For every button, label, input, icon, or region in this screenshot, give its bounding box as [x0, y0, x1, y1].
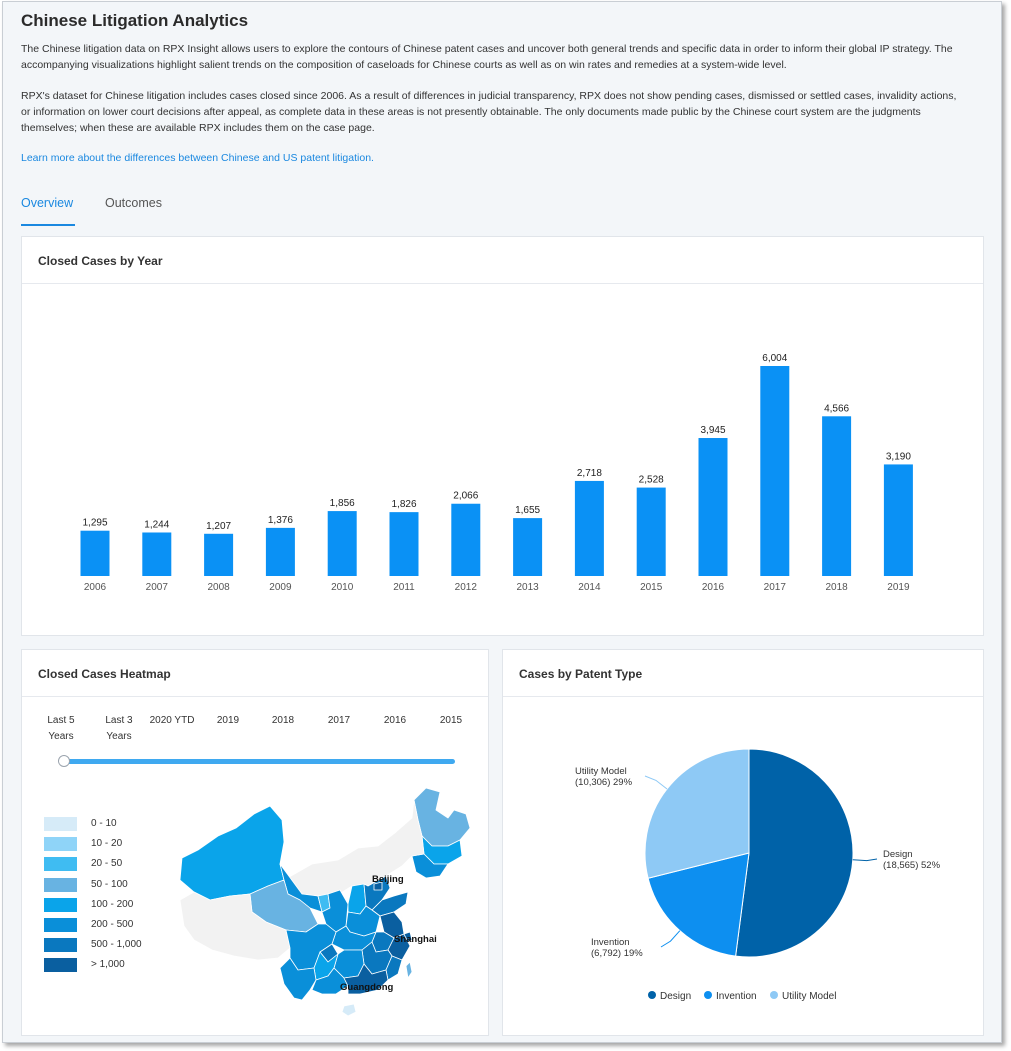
bar-2014[interactable] — [575, 481, 604, 576]
bar-2013[interactable] — [513, 518, 542, 576]
bar-chart: 1,295 2006 1,244 2007 1,207 2008 1,376 2009 1,85… — [22, 237, 983, 635]
legend-label-utility-model[interactable]: Utility Model — [782, 991, 836, 1002]
pie-label-value: (10,306) 29% — [575, 777, 633, 788]
region-hainan[interactable] — [342, 1004, 356, 1016]
bar-value-label: 2,528 — [639, 475, 664, 486]
pie-leader-line — [661, 931, 680, 947]
x-tick-label: 2015 — [640, 582, 663, 593]
bar-value-label: 6,004 — [762, 353, 787, 364]
legend-dot-design — [648, 991, 656, 999]
bar-2018[interactable] — [822, 416, 851, 576]
bar-2015[interactable] — [637, 488, 666, 576]
bar-2011[interactable] — [390, 512, 419, 576]
tab-outcomes[interactable]: Outcomes — [105, 196, 162, 210]
x-tick-label: 2016 — [702, 582, 725, 593]
pie-label-value: (6,792) 19% — [591, 948, 643, 959]
legend-label-design[interactable]: Design — [660, 991, 691, 1002]
x-tick-label: 2013 — [516, 582, 539, 593]
legend-label-invention[interactable]: Invention — [716, 991, 757, 1002]
legend-dot-utility-model — [770, 991, 778, 999]
bar-2012[interactable] — [451, 504, 480, 576]
city-label-guangdong: Guangdong — [340, 982, 393, 993]
x-tick-label: 2019 — [887, 582, 910, 593]
x-tick-label: 2018 — [825, 582, 848, 593]
bar-value-label: 1,244 — [144, 519, 169, 530]
closed-cases-heatmap-card: Closed Cases Heatmap Last 5 Years Last 3… — [21, 649, 489, 1036]
pie-label-name: Design — [883, 849, 913, 860]
bar-2019[interactable] — [884, 464, 913, 576]
china-heatmap: Beijing Shanghai Guangdong — [22, 650, 488, 1035]
bar-value-label: 1,207 — [206, 521, 231, 532]
bar-2010[interactable] — [328, 511, 357, 576]
bar-value-label: 2,718 — [577, 468, 602, 479]
page-title: Chinese Litigation Analytics — [21, 11, 248, 31]
bar-2016[interactable] — [699, 438, 728, 576]
tab-overview[interactable]: Overview — [21, 196, 73, 210]
bar-value-label: 1,655 — [515, 505, 540, 516]
pie-leader-line — [853, 859, 877, 861]
legend-dot-invention — [704, 991, 712, 999]
closed-cases-by-year-card: Closed Cases by Year 1,29520061,24420071… — [21, 236, 984, 636]
pie-label-value: (18,565) 52% — [883, 860, 941, 871]
learn-more-link[interactable]: Learn more about the differences between… — [21, 152, 374, 164]
intro-paragraph: The Chinese litigation data on RPX Insig… — [21, 41, 966, 73]
region-taiwan[interactable] — [406, 962, 412, 978]
page-frame: Chinese Litigation Analytics The Chinese… — [2, 1, 1002, 1043]
city-label-shanghai: Shanghai — [394, 934, 437, 945]
cases-by-patent-type-card: Cases by Patent Type Design(18,565) 52%I… — [502, 649, 984, 1036]
pie-label-name: Utility Model — [575, 766, 627, 777]
x-tick-label: 2012 — [455, 582, 478, 593]
bar-2017[interactable] — [760, 366, 789, 576]
x-tick-label: 2008 — [207, 582, 230, 593]
x-tick-label: 2014 — [578, 582, 601, 593]
dataset-paragraph: RPX's dataset for Chinese litigation inc… — [21, 88, 966, 136]
bar-2008[interactable] — [204, 534, 233, 576]
bar-value-label: 1,856 — [330, 498, 355, 509]
x-tick-label: 2017 — [764, 582, 787, 593]
bar-2009[interactable] — [266, 528, 295, 576]
x-tick-label: 2007 — [146, 582, 169, 593]
bar-2006[interactable] — [81, 531, 110, 576]
bar-value-label: 3,190 — [886, 451, 911, 462]
x-tick-label: 2009 — [269, 582, 292, 593]
bar-value-label: 3,945 — [700, 425, 725, 436]
bar-value-label: 1,295 — [82, 518, 107, 529]
x-tick-label: 2010 — [331, 582, 354, 593]
x-tick-label: 2006 — [84, 582, 107, 593]
pie-slice-design[interactable] — [736, 749, 853, 957]
bar-2007[interactable] — [142, 532, 171, 576]
bar-value-label: 1,376 — [268, 515, 293, 526]
active-tab-indicator — [21, 224, 75, 226]
bar-value-label: 4,566 — [824, 403, 849, 414]
pie-label-name: Invention — [591, 937, 630, 948]
city-label-beijing: Beijing — [372, 874, 404, 885]
pie-leader-line — [645, 776, 667, 789]
bar-value-label: 2,066 — [453, 491, 478, 502]
pie-chart: Design(18,565) 52%Invention(6,792) 19%Ut… — [503, 650, 983, 1035]
bar-value-label: 1,826 — [391, 499, 416, 510]
x-tick-label: 2011 — [393, 582, 415, 593]
